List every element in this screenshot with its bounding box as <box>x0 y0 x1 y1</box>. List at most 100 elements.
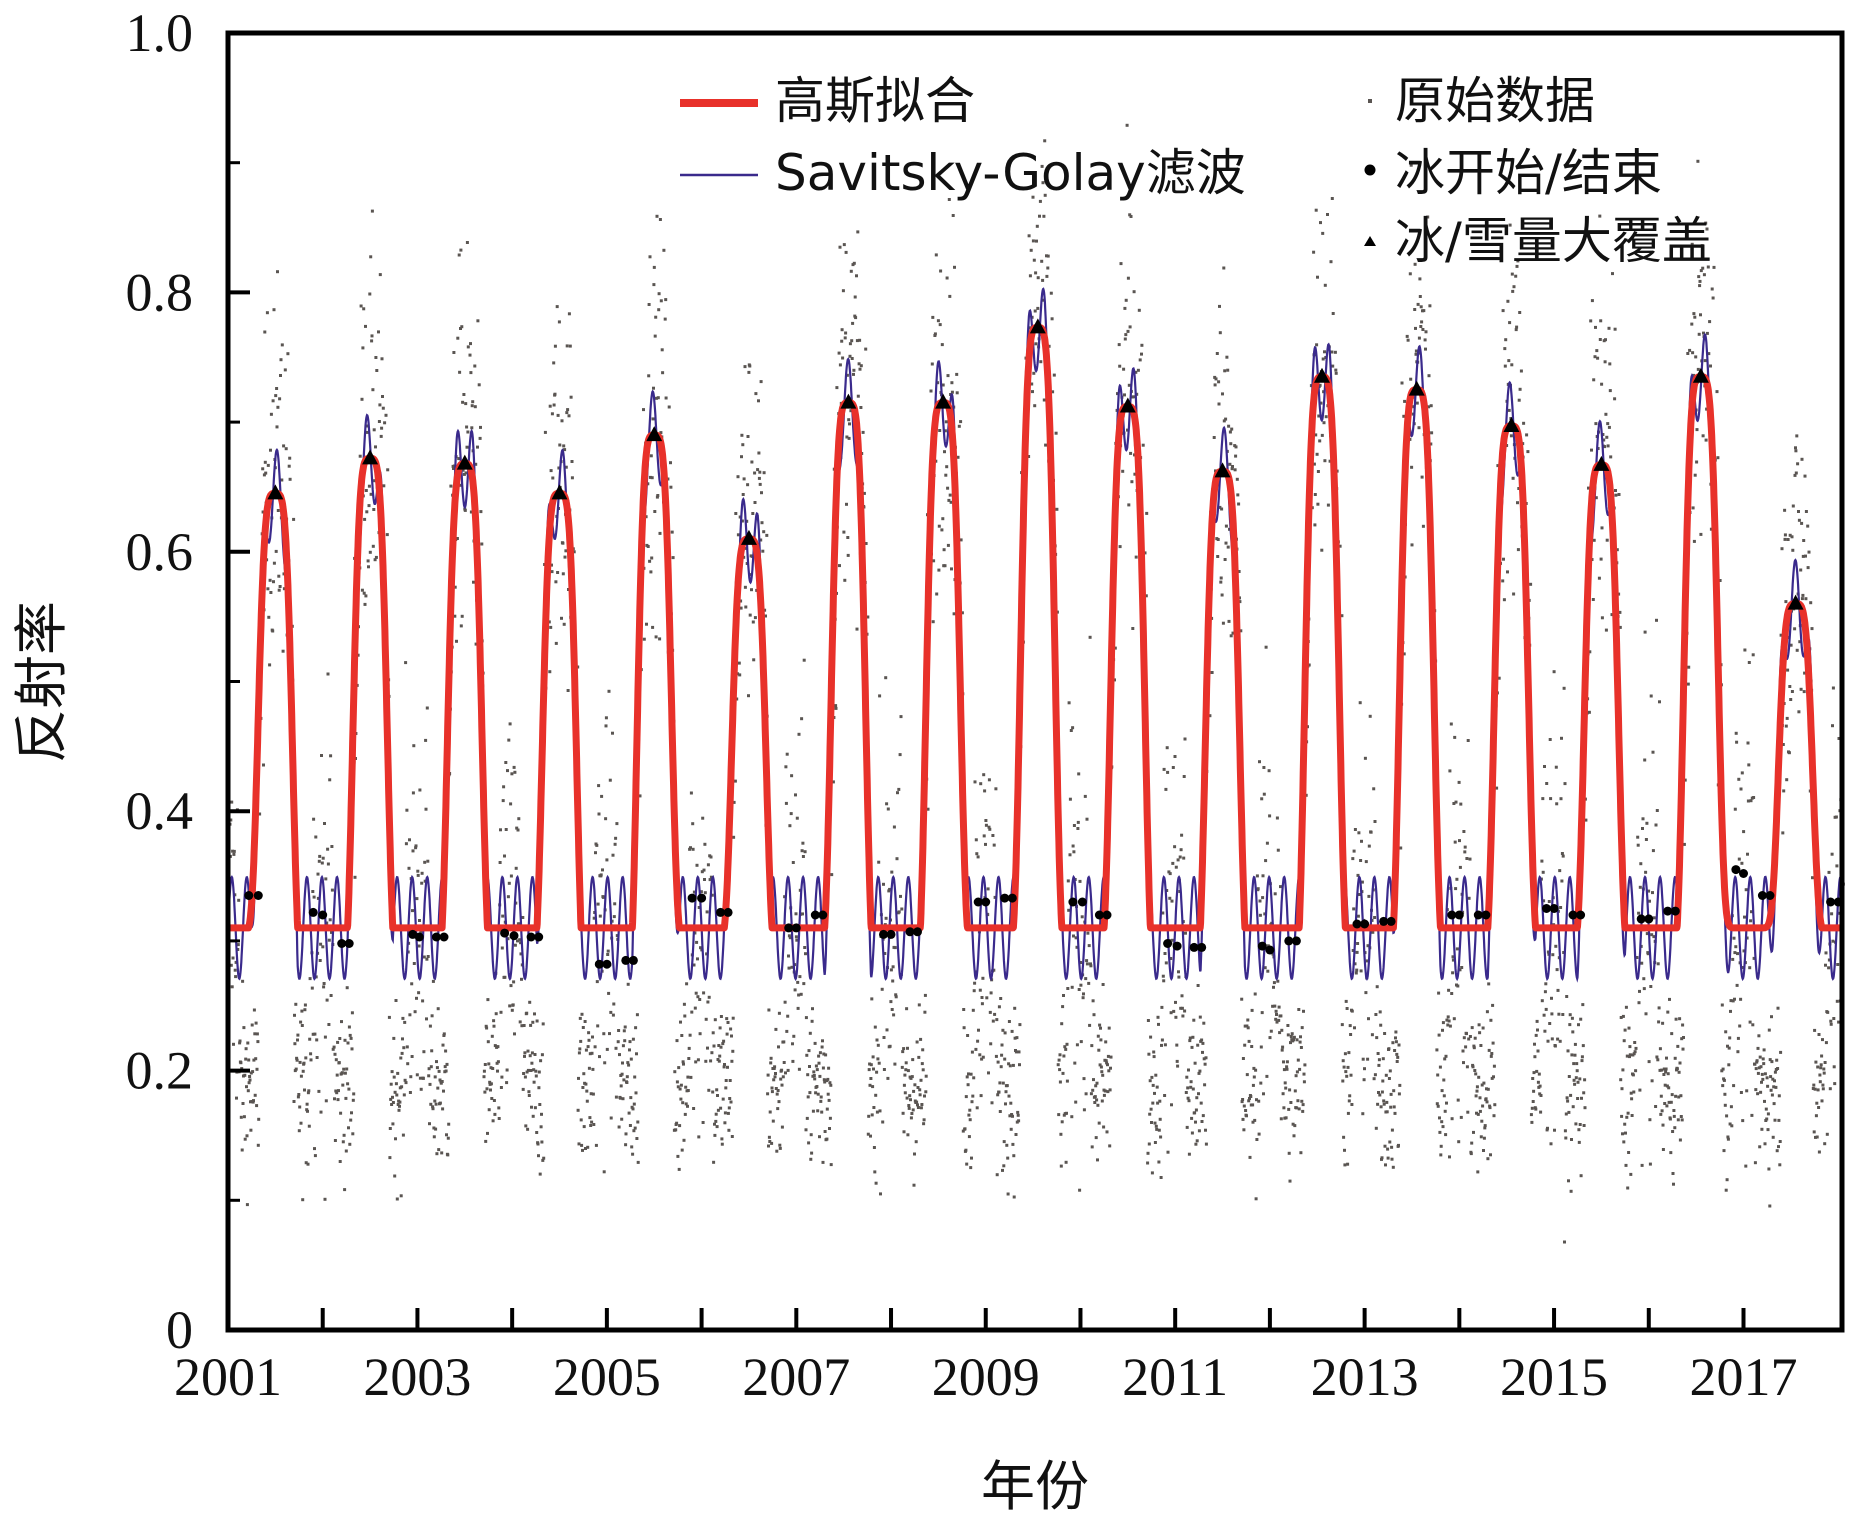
raw-data-point <box>620 1072 624 1076</box>
raw-data-point <box>1255 874 1259 878</box>
raw-data-point <box>1578 1077 1582 1081</box>
raw-data-point <box>1436 1073 1440 1077</box>
raw-data-point <box>1418 295 1422 298</box>
raw-data-point <box>1598 338 1602 341</box>
raw-data-point <box>673 1070 677 1074</box>
raw-data-point <box>1253 1118 1257 1122</box>
raw-data-point <box>1455 877 1459 881</box>
raw-data-point <box>918 1088 922 1092</box>
raw-data-point <box>1515 325 1519 329</box>
raw-data-point <box>1734 945 1738 949</box>
raw-data-point <box>981 976 985 980</box>
raw-data-point <box>1389 1092 1393 1096</box>
raw-data-point <box>964 1148 968 1152</box>
raw-data-point <box>1699 532 1703 536</box>
raw-data-point <box>1010 1113 1014 1116</box>
raw-data-point <box>924 1090 928 1094</box>
raw-data-point <box>293 1013 296 1017</box>
raw-data-point <box>245 1134 249 1138</box>
raw-data-point <box>1450 1117 1454 1121</box>
raw-data-point <box>1535 1069 1539 1073</box>
raw-data-point <box>462 393 466 396</box>
raw-data-point <box>963 1127 967 1131</box>
raw-data-point <box>245 1085 248 1089</box>
raw-data-point <box>530 1061 534 1065</box>
raw-data-point <box>915 1040 919 1044</box>
raw-data-point <box>1677 1070 1681 1074</box>
raw-data-point <box>1342 1135 1346 1139</box>
raw-data-point <box>433 1099 437 1103</box>
raw-data-point <box>1463 845 1467 849</box>
raw-data-point <box>1284 1086 1288 1090</box>
raw-data-point <box>374 445 377 449</box>
raw-data-point <box>612 1002 616 1006</box>
raw-data-point <box>504 828 508 831</box>
raw-data-point <box>907 1104 911 1107</box>
raw-data-point <box>1028 326 1032 330</box>
raw-data-point <box>1472 1044 1476 1048</box>
raw-data-point <box>1517 398 1521 402</box>
raw-data-point <box>946 543 950 547</box>
raw-data-point <box>321 856 325 860</box>
raw-data-point <box>1573 1082 1577 1086</box>
raw-data-point <box>332 1045 336 1049</box>
raw-data-point <box>286 352 290 356</box>
raw-data-point <box>556 413 560 417</box>
raw-data-point <box>1108 1088 1112 1092</box>
raw-data-point <box>625 1075 629 1079</box>
raw-data-point <box>1185 1075 1189 1079</box>
raw-data-point <box>280 478 284 482</box>
raw-data-point <box>1008 1064 1012 1068</box>
raw-data-point <box>1670 1032 1674 1036</box>
raw-data-point <box>1590 299 1594 303</box>
raw-data-point <box>1271 952 1275 956</box>
raw-data-point <box>1642 987 1646 991</box>
raw-data-point <box>1215 352 1219 355</box>
raw-data-point <box>1641 817 1645 821</box>
raw-data-point <box>486 998 490 1002</box>
raw-data-point <box>1049 291 1053 295</box>
raw-data-point <box>1644 870 1648 874</box>
raw-data-point <box>1742 830 1746 834</box>
raw-data-point <box>674 1128 678 1132</box>
raw-data-point <box>968 1108 972 1112</box>
raw-data-point <box>1550 1037 1554 1041</box>
raw-data-point <box>1035 224 1039 228</box>
raw-data-point <box>1224 541 1228 545</box>
raw-data-point <box>370 209 374 213</box>
raw-data-point <box>1489 1018 1493 1022</box>
raw-data-point <box>1178 855 1182 859</box>
raw-data-point <box>1438 1116 1441 1120</box>
raw-data-point <box>539 1059 543 1063</box>
raw-data-point <box>1368 714 1372 718</box>
raw-data-point <box>691 822 695 826</box>
raw-data-point <box>659 431 663 435</box>
raw-data-point <box>597 784 601 788</box>
raw-data-point <box>394 1082 398 1086</box>
raw-data-point <box>628 1048 631 1052</box>
raw-data-point <box>1718 579 1722 582</box>
raw-data-point <box>1761 1057 1765 1061</box>
raw-data-point <box>803 850 807 854</box>
raw-data-point <box>1183 1009 1187 1013</box>
raw-data-point <box>518 938 522 942</box>
raw-data-point <box>1124 333 1128 337</box>
raw-data-point <box>1757 1034 1761 1038</box>
raw-data-point <box>456 336 460 340</box>
raw-data-point <box>757 476 761 480</box>
raw-data-point <box>1391 1041 1395 1045</box>
raw-data-point <box>1418 277 1422 281</box>
raw-data-point <box>995 1018 999 1022</box>
raw-data-point <box>1695 460 1699 464</box>
raw-data-point <box>1154 1073 1158 1077</box>
raw-data-point <box>1664 1070 1668 1074</box>
raw-data-point <box>414 846 418 850</box>
raw-data-point <box>496 1060 500 1064</box>
raw-data-point <box>1159 1176 1163 1179</box>
raw-data-point <box>777 1011 781 1015</box>
raw-data-point <box>852 368 856 372</box>
raw-data-point <box>1235 477 1239 481</box>
raw-data-point <box>677 1066 681 1070</box>
raw-data-point <box>918 1093 922 1097</box>
raw-data-point <box>1064 1047 1068 1051</box>
